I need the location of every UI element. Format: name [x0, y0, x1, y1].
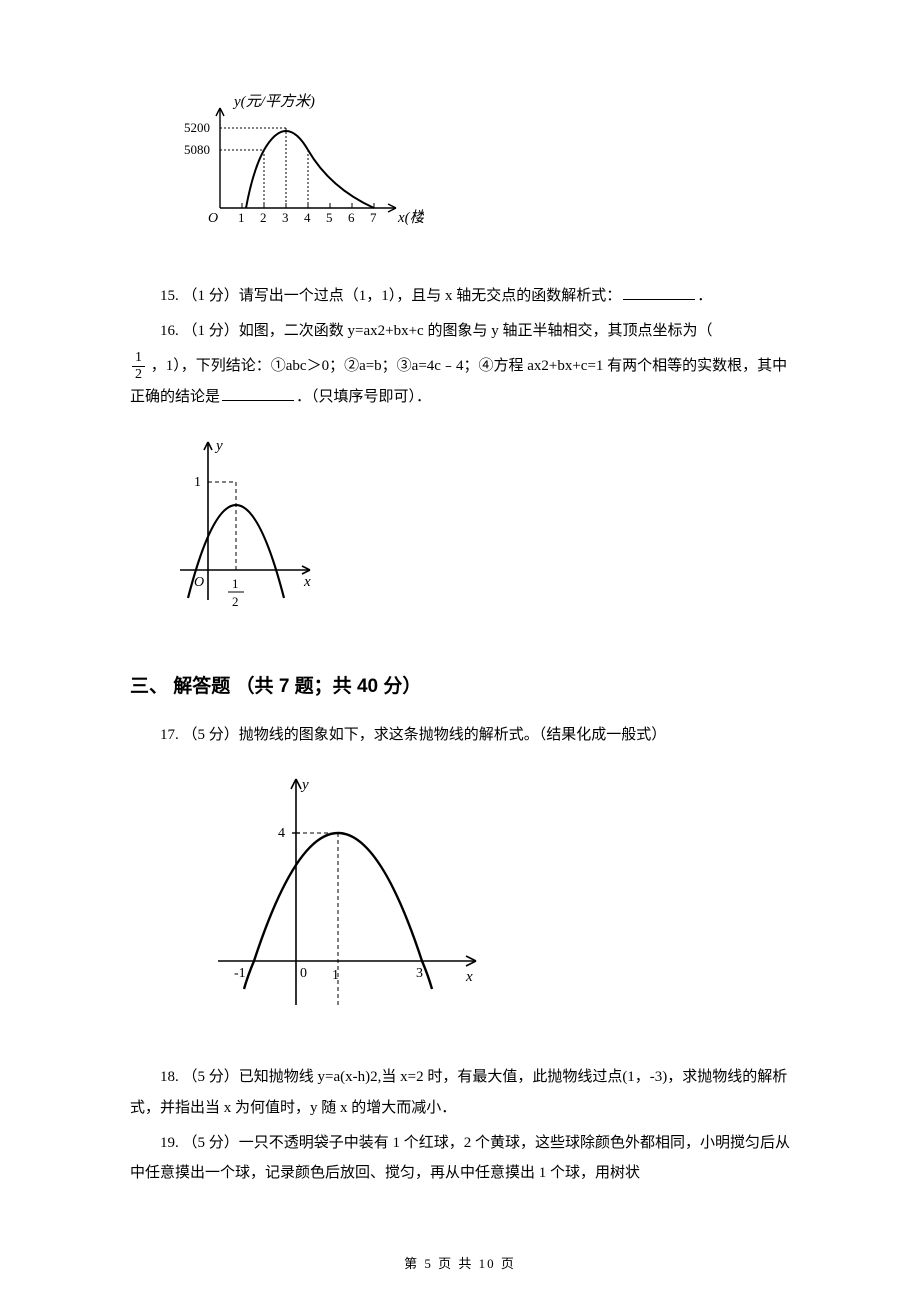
peak-frac-den: 2	[232, 594, 239, 609]
q16-figure: y x O 1 1 2	[170, 430, 790, 635]
section-3-heading: 三、 解答题 （共 7 题；共 40 分）	[130, 671, 790, 698]
y-axis-label: y	[300, 777, 309, 793]
peak-y-label: 4	[278, 826, 285, 841]
q16-blank	[222, 385, 294, 400]
origin-label: 0	[300, 966, 307, 981]
xtick-5: 5	[326, 210, 333, 225]
xtick-2: 2	[260, 210, 267, 225]
q16-chart-svg: y x O 1 1 2	[170, 430, 324, 630]
q16-line2: 1 2 ，1），下列结论：①abc＞0；②a=b；③a=4c﹣4；④方程 ax2…	[130, 351, 790, 413]
q15-text-a: 15. （1 分）请写出一个过点（1，1），且与 x 轴无交点的函数解析式：	[160, 288, 621, 304]
y-axis-label: y	[214, 438, 223, 454]
xtick-3: 3	[282, 210, 289, 225]
q15-paragraph: 15. （1 分）请写出一个过点（1，1），且与 x 轴无交点的函数解析式： ．	[130, 281, 790, 312]
peak-y-label: 1	[194, 475, 201, 490]
x-axis-label: x(楼)	[397, 209, 424, 226]
xtick-7: 7	[370, 210, 377, 225]
origin-label: O	[208, 211, 218, 226]
x-axis-label: x	[303, 574, 311, 590]
q16-frac-num: 1	[132, 351, 145, 367]
q14-curve	[264, 131, 374, 208]
q17-chart-svg: y x 0 4 -1 1 3	[200, 765, 500, 1029]
ytick-5080: 5080	[184, 142, 210, 157]
q16-line2-b: ．（只填序号即可）．	[296, 389, 431, 405]
q16-frac-den: 2	[132, 367, 145, 382]
y-axis-label: y(元/平方米)	[232, 93, 315, 110]
q16-line1-a: 16. （1 分）如图，二次函数 y=ax2+bx+c 的图象与 y 轴正半轴相…	[160, 323, 712, 339]
x-axis-label: x	[465, 969, 473, 985]
q18-paragraph: 18. （5 分）已知抛物线 y=a(x-h)2,当 x=2 时，有最大值，此抛…	[130, 1062, 790, 1124]
q17-figure: y x 0 4 -1 1 3	[200, 765, 790, 1034]
xtick-6: 6	[348, 210, 355, 225]
q14-curve-left	[246, 150, 264, 208]
q17-paragraph: 17. （5 分）抛物线的图象如下，求这条抛物线的解析式。（结果化成一般式）	[130, 720, 790, 751]
q14-figure: y(元/平方米) x(楼) O 5200 5080 1 2 3 4 5 6 7	[170, 88, 790, 253]
q19-paragraph: 19. （5 分）一只不透明袋子中装有 1 个红球，2 个黄球，这些球除颜色外都…	[130, 1128, 790, 1190]
xtick-1: 1	[238, 210, 245, 225]
peak-frac-num: 1	[232, 576, 239, 591]
ytick-5200: 5200	[184, 120, 210, 135]
q16-frac: 1 2	[132, 351, 145, 382]
q15-blank	[623, 285, 695, 300]
q15-text-b: ．	[697, 288, 712, 304]
q16-line1: 16. （1 分）如图，二次函数 y=ax2+bx+c 的图象与 y 轴正半轴相…	[130, 316, 790, 347]
origin-label: O	[194, 575, 204, 590]
root-left-label: -1	[234, 966, 246, 981]
q14-chart-svg: y(元/平方米) x(楼) O 5200 5080 1 2 3 4 5 6 7	[170, 88, 424, 248]
xtick-4: 4	[304, 210, 311, 225]
vertex-x-label: 1	[332, 968, 339, 983]
root-right-label: 3	[416, 966, 423, 981]
page-footer: 第 5 页 共 10 页	[0, 1253, 920, 1272]
page: y(元/平方米) x(楼) O 5200 5080 1 2 3 4 5 6 7 …	[0, 0, 920, 1302]
